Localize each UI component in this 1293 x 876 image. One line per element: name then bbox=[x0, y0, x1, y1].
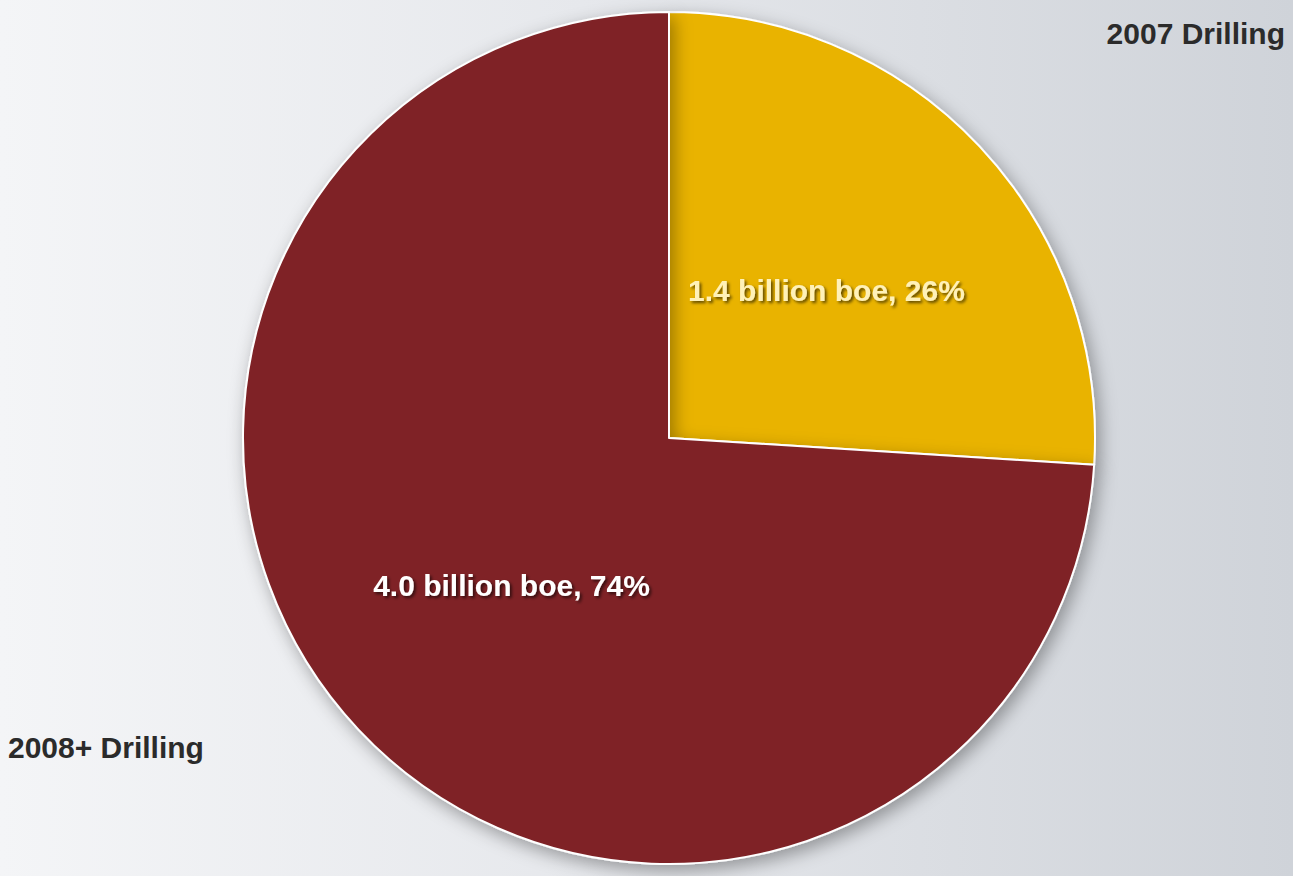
svg-text:2008+ Drilling: 2008+ Drilling bbox=[8, 731, 204, 764]
svg-text:1.4 billion boe, 26%: 1.4 billion boe, 26% bbox=[688, 274, 965, 307]
svg-text:2007 Drilling: 2007 Drilling bbox=[1107, 17, 1285, 50]
svg-text:4.0 billion boe, 74%: 4.0 billion boe, 74% bbox=[373, 569, 650, 602]
